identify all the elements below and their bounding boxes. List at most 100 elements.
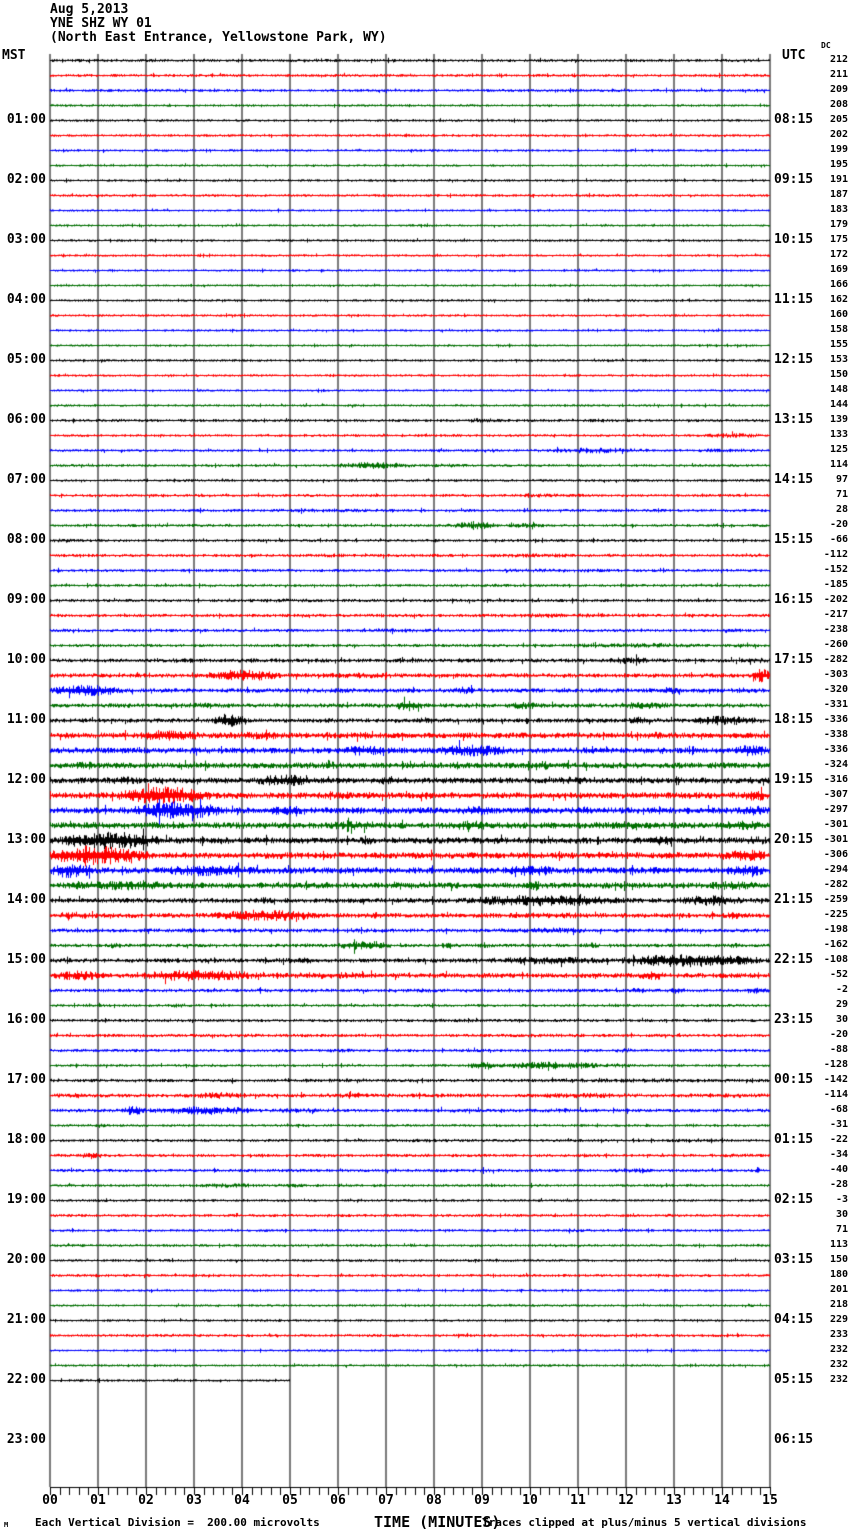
dc-offset-value: -2	[835, 984, 848, 995]
utc-hour-label: 05:15	[774, 1372, 814, 1387]
dc-offset-value: 232	[829, 1344, 848, 1355]
dc-offset-value: -294	[823, 864, 848, 875]
dc-offset-value: 30	[835, 1014, 848, 1025]
utc-hour-label: 06:15	[774, 1432, 814, 1447]
mst-hour-label: 02:00	[6, 172, 46, 187]
utc-hour-label: 08:15	[774, 112, 814, 127]
utc-hour-label: 02:15	[774, 1192, 814, 1207]
x-axis-tick-label: 13	[666, 1493, 682, 1508]
utc-hour-label: 16:15	[774, 592, 814, 607]
dc-offset-value: -185	[823, 579, 848, 590]
dc-offset-value: 199	[829, 144, 848, 155]
x-axis-tick-label: 04	[234, 1493, 250, 1508]
x-axis-tick-label: 05	[282, 1493, 298, 1508]
x-axis-title: TIME (MINUTES)	[374, 1513, 501, 1531]
dc-offset-value: 158	[829, 324, 848, 335]
mst-hour-label: 09:00	[6, 592, 46, 607]
dc-offset-value: 195	[829, 159, 848, 170]
utc-hour-label: 03:15	[774, 1252, 814, 1267]
utc-hour-label: 22:15	[774, 952, 814, 967]
dc-offset-value: 232	[829, 1374, 848, 1385]
dc-offset-value: -316	[823, 774, 848, 785]
dc-offset-value: -238	[823, 624, 848, 635]
right-axis-label-utc: UTC	[782, 48, 806, 63]
dc-offset-value: -142	[823, 1074, 848, 1085]
dc-offset-value: -282	[823, 654, 848, 665]
dc-offset-value: 125	[829, 444, 848, 455]
mst-hour-label: 13:00	[6, 832, 46, 847]
dc-offset-value: -31	[829, 1119, 848, 1130]
utc-hour-label: 19:15	[774, 772, 814, 787]
mst-hour-label: 07:00	[6, 472, 46, 487]
mst-hour-label: 20:00	[6, 1252, 46, 1267]
header-date: Aug 5,2013	[50, 2, 129, 17]
mst-hour-label: 05:00	[6, 352, 46, 367]
left-axis-label-mst: MST	[2, 48, 26, 63]
dc-offset-value: 139	[829, 414, 848, 425]
dc-offset-value: 202	[829, 129, 848, 140]
mst-hour-label: 17:00	[6, 1072, 46, 1087]
x-axis-tick-label: 01	[90, 1493, 106, 1508]
x-axis-tick-label: 09	[474, 1493, 490, 1508]
dc-offset-value: -88	[829, 1044, 848, 1055]
x-axis-tick-label: 03	[186, 1493, 202, 1508]
x-axis-tick-label: 00	[42, 1493, 58, 1508]
dc-offset-value: -320	[823, 684, 848, 695]
dc-offset-value: 28	[835, 504, 848, 515]
dc-offset-value: -217	[823, 609, 848, 620]
utc-hour-label: 01:15	[774, 1132, 814, 1147]
footer-clipping-note: Traces clipped at plus/minus 5 vertical …	[482, 1516, 807, 1529]
dc-offset-value: -114	[823, 1089, 848, 1100]
mst-hour-label: 08:00	[6, 532, 46, 547]
dc-offset-value: -338	[823, 729, 848, 740]
mst-hour-label: 14:00	[6, 892, 46, 907]
utc-hour-label: 11:15	[774, 292, 814, 307]
utc-hour-label: 09:15	[774, 172, 814, 187]
dc-offset-value: 211	[829, 69, 848, 80]
dc-offset-value: 209	[829, 84, 848, 95]
dc-offset-value: 229	[829, 1314, 848, 1325]
x-axis-tick-label: 14	[714, 1493, 730, 1508]
dc-offset-value: -108	[823, 954, 848, 965]
x-axis-tick-label: 02	[138, 1493, 154, 1508]
dc-offset-value: 218	[829, 1299, 848, 1310]
dc-offset-value: -28	[829, 1179, 848, 1190]
dc-offset-value: -128	[823, 1059, 848, 1070]
dc-offset-value: 114	[829, 459, 848, 470]
dc-offset-value: 233	[829, 1329, 848, 1340]
dc-offset-value: -331	[823, 699, 848, 710]
dc-offset-value: -52	[829, 969, 848, 980]
x-axis-tick-label: 08	[426, 1493, 442, 1508]
mst-hour-label: 23:00	[6, 1432, 46, 1447]
dc-offset-value: 169	[829, 264, 848, 275]
dc-offset-value: -306	[823, 849, 848, 860]
dc-offset-value: 212	[829, 54, 848, 65]
mst-hour-label: 01:00	[6, 112, 46, 127]
mst-hour-label: 04:00	[6, 292, 46, 307]
dc-offset-value: -260	[823, 639, 848, 650]
mst-hour-label: 12:00	[6, 772, 46, 787]
utc-hour-label: 23:15	[774, 1012, 814, 1027]
utc-hour-label: 04:15	[774, 1312, 814, 1327]
mst-hour-label: 06:00	[6, 412, 46, 427]
mst-hour-label: 11:00	[6, 712, 46, 727]
dc-offset-value: 187	[829, 189, 848, 200]
dc-offset-value: -297	[823, 804, 848, 815]
dc-offset-value: 29	[835, 999, 848, 1010]
mst-hour-label: 15:00	[6, 952, 46, 967]
dc-offset-value: 162	[829, 294, 848, 305]
dc-offset-value: -68	[829, 1104, 848, 1115]
x-axis-tick-label: 15	[762, 1493, 778, 1508]
corner-watermark: M	[4, 1521, 9, 1529]
footer-vertical-division-note: Each Vertical Division = 200.00 microvol…	[35, 1516, 320, 1529]
utc-hour-label: 20:15	[774, 832, 814, 847]
dc-offset-value: -198	[823, 924, 848, 935]
dc-offset-value: -336	[823, 714, 848, 725]
dc-offset-value: 179	[829, 219, 848, 230]
dc-offset-value: -307	[823, 789, 848, 800]
x-axis-tick-label: 07	[378, 1493, 394, 1508]
x-axis-tick-label: 10	[522, 1493, 538, 1508]
mst-hour-label: 10:00	[6, 652, 46, 667]
dc-offset-value: 150	[829, 369, 848, 380]
